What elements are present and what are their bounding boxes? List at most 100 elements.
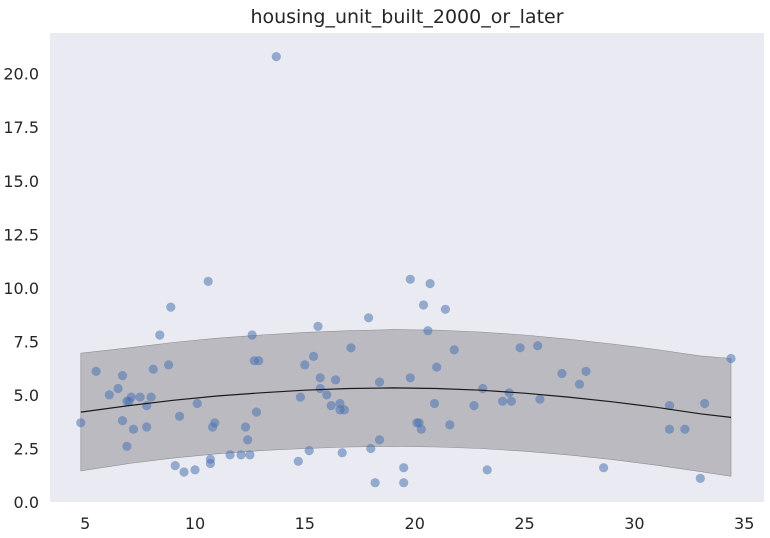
scatter-point — [170, 461, 180, 471]
scatter-point — [423, 326, 433, 336]
scatter-point — [155, 330, 165, 340]
scatter-point — [254, 356, 264, 366]
scatter-point — [91, 366, 101, 376]
x-tick-label: 10 — [185, 514, 205, 533]
scatter-point — [418, 300, 429, 310]
scatter-point — [203, 276, 213, 286]
scatter-point — [599, 463, 609, 473]
scatter-point — [146, 392, 156, 402]
y-tick-label: 0.0 — [14, 493, 39, 512]
scatter-point — [469, 401, 479, 411]
scatter-point — [557, 368, 567, 379]
scatter-point — [135, 392, 145, 402]
scatter-point — [429, 398, 440, 409]
scatter-point — [148, 364, 158, 374]
scatter-point — [315, 383, 325, 394]
y-tick-label: 20.0 — [3, 65, 39, 84]
scatter-point — [117, 416, 128, 426]
scatter-point — [322, 390, 332, 400]
y-tick-label: 5.0 — [14, 386, 39, 405]
scatter-point — [166, 302, 176, 312]
y-tick-label: 7.5 — [14, 332, 39, 351]
scatter-point — [339, 405, 349, 415]
scatter-point — [76, 418, 86, 428]
scatter-point — [581, 366, 591, 376]
y-axis-ticks: 0.0 2.5 5.0 7.5 10.0 12.5 15.0 17.5 20.0 — [3, 65, 39, 512]
scatter-point — [293, 456, 303, 466]
scatter-point — [374, 377, 385, 387]
scatter-point — [126, 392, 136, 402]
scatter-point — [425, 279, 435, 289]
scatter-point — [399, 463, 409, 473]
scatter-point — [179, 467, 189, 477]
scatter-point — [399, 478, 409, 488]
scatter-point — [251, 407, 262, 417]
scatter-point — [726, 353, 736, 364]
scatter-point — [117, 371, 128, 381]
scatter-point — [680, 424, 690, 434]
x-tick-label: 15 — [295, 514, 315, 533]
scatter-point — [245, 450, 255, 460]
scatter-point — [313, 321, 323, 331]
scatter-point — [506, 396, 516, 406]
y-tick-label: 2.5 — [14, 440, 39, 459]
fit-line — [80, 387, 732, 418]
x-tick-label: 25 — [514, 514, 534, 533]
scatter-point — [113, 383, 123, 394]
scatter-point — [331, 375, 341, 385]
scatter-point — [533, 341, 543, 351]
scatter-point — [142, 422, 152, 432]
scatter-point — [300, 360, 310, 370]
scatter-point — [326, 401, 336, 411]
scatter-point — [304, 446, 314, 456]
scatter-point — [440, 304, 450, 314]
scatter-point — [405, 274, 415, 284]
scatter-point — [104, 390, 114, 400]
scatter-point — [175, 411, 185, 421]
scatter-point — [335, 398, 345, 409]
scatter-point — [210, 418, 220, 428]
scatter-point — [337, 448, 347, 458]
scatter-point — [315, 373, 325, 383]
y-tick-label: 15.0 — [3, 172, 39, 191]
scatter-point — [346, 343, 356, 353]
scatter-point — [664, 401, 675, 411]
scatter-point — [695, 473, 705, 483]
scatter-point — [574, 379, 585, 389]
x-tick-label: 5 — [80, 514, 90, 533]
x-tick-label: 20 — [405, 514, 425, 533]
scatter-point — [482, 465, 492, 475]
scatter-point — [122, 441, 132, 451]
scatter-point — [498, 396, 508, 406]
scatter-point — [432, 362, 442, 372]
scatter-point — [364, 313, 374, 323]
scatter-point — [366, 443, 376, 454]
scatter-point — [190, 465, 200, 475]
scatter-point — [535, 394, 545, 404]
scatter-point — [205, 454, 215, 464]
scatter-point — [700, 398, 710, 409]
scatter-point — [271, 52, 281, 62]
scatter-point — [243, 435, 253, 445]
scatter-point — [449, 345, 459, 355]
y-tick-label: 10.0 — [3, 279, 39, 298]
x-tick-label: 30 — [624, 514, 644, 533]
scatter-point — [236, 450, 246, 460]
scatter-point — [142, 401, 152, 411]
scatter-point — [128, 424, 139, 434]
scatter-point — [664, 424, 675, 434]
scatter-point — [445, 420, 455, 430]
scatter-point — [478, 383, 488, 394]
y-tick-label: 12.5 — [3, 225, 39, 244]
scatter-point — [405, 373, 415, 383]
x-tick-label: 35 — [734, 514, 754, 533]
scatter-point — [416, 424, 426, 434]
scatter-point — [374, 435, 385, 445]
scatter-point — [295, 392, 305, 402]
scatter-point — [504, 388, 514, 398]
scatter-point — [370, 478, 380, 488]
fit-line-layer — [80, 387, 732, 418]
scatter-point — [247, 330, 257, 340]
scatter-point — [225, 450, 235, 460]
